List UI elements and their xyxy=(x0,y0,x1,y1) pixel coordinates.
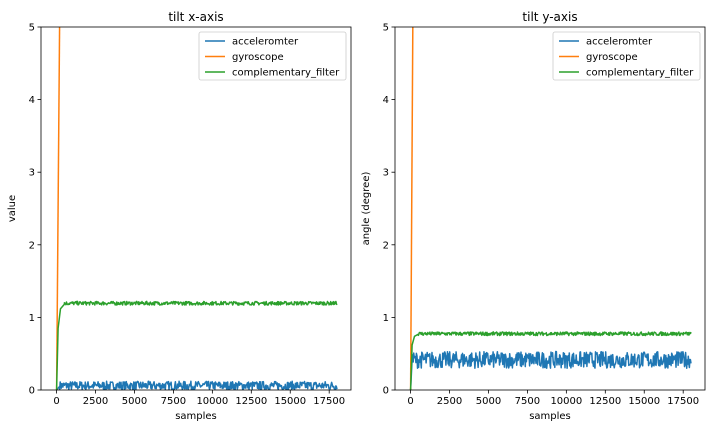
x-tick-label: 2500 xyxy=(83,396,108,407)
x-axis-label: samples xyxy=(175,411,217,422)
legend-label-gyroscope: gyroscope xyxy=(586,52,638,63)
y-tick-label: 4 xyxy=(29,95,35,106)
x-axis-label: samples xyxy=(529,411,571,422)
chart-panel-1: 0 2500 5000 7500 10000 12500 15000 17500 0 1 2 3 4 5 t… xyxy=(7,10,352,422)
chart-panel-2: 0 2500 5000 7500 10000 12500 15000 17500 0 1 2 3 4 5 t… xyxy=(361,10,706,422)
series-line-gyroscope xyxy=(55,27,61,390)
legend-box xyxy=(552,31,701,81)
chart-title: tilt x-axis xyxy=(168,10,223,24)
x-tick-label: 10000 xyxy=(550,396,582,407)
x-tick-label: 2500 xyxy=(437,396,462,407)
x-tick-label: 17500 xyxy=(667,396,699,407)
x-tick-label: 17500 xyxy=(313,396,345,407)
legend-label-acceleromter: acceleromter xyxy=(586,37,653,48)
x-tick-label: 7500 xyxy=(515,396,540,407)
series-line-complementary-filter xyxy=(409,331,692,390)
y-tick-label: 3 xyxy=(383,168,389,179)
plot-area xyxy=(55,27,338,390)
y-tick-label: 1 xyxy=(29,313,35,324)
axes-frame xyxy=(40,26,352,391)
x-tick-label: 0 xyxy=(53,396,59,407)
x-tick-label: 15000 xyxy=(274,396,306,407)
x-tick-label: 12500 xyxy=(235,396,267,407)
legend-label-acceleromter: acceleromter xyxy=(232,37,299,48)
y-tick-label: 0 xyxy=(383,386,389,397)
series-line-gyroscope xyxy=(409,27,414,390)
legend-label-complementary-filter: complementary_filter xyxy=(232,68,340,79)
x-tick-label: 5000 xyxy=(476,396,501,407)
y-axis-label: angle (degree) xyxy=(361,172,372,246)
x-tick-label: 0 xyxy=(407,396,413,407)
y-tick-label: 5 xyxy=(29,23,35,34)
series-line-acceleromter xyxy=(56,380,338,390)
series-line-complementary-filter xyxy=(55,300,338,390)
plot-area xyxy=(409,27,692,390)
legend: acceleromter gyroscope complementary_filte… xyxy=(198,31,347,81)
y-tick-label: 1 xyxy=(383,313,389,324)
legend: acceleromter gyroscope complementary_filte… xyxy=(552,31,701,81)
x-tick-label: 10000 xyxy=(196,396,228,407)
x-tick-label: 7500 xyxy=(161,396,186,407)
y-tick-label: 2 xyxy=(383,240,389,251)
x-tick-label: 15000 xyxy=(628,396,660,407)
legend-box xyxy=(198,31,347,81)
x-tick-label: 5000 xyxy=(122,396,147,407)
legend-label-gyroscope: gyroscope xyxy=(232,52,284,63)
y-tick-label: 5 xyxy=(383,23,389,34)
y-axis-label: value xyxy=(7,195,18,222)
y-tick-label: 0 xyxy=(29,386,35,397)
legend-label-complementary-filter: complementary_filter xyxy=(586,68,694,79)
y-tick-label: 4 xyxy=(383,95,389,106)
series-line-acceleromter xyxy=(409,350,692,390)
chart-title: tilt y-axis xyxy=(522,10,577,24)
y-tick-label: 3 xyxy=(29,168,35,179)
axes-frame xyxy=(394,26,706,391)
x-tick-label: 12500 xyxy=(589,396,621,407)
y-tick-label: 2 xyxy=(29,240,35,251)
